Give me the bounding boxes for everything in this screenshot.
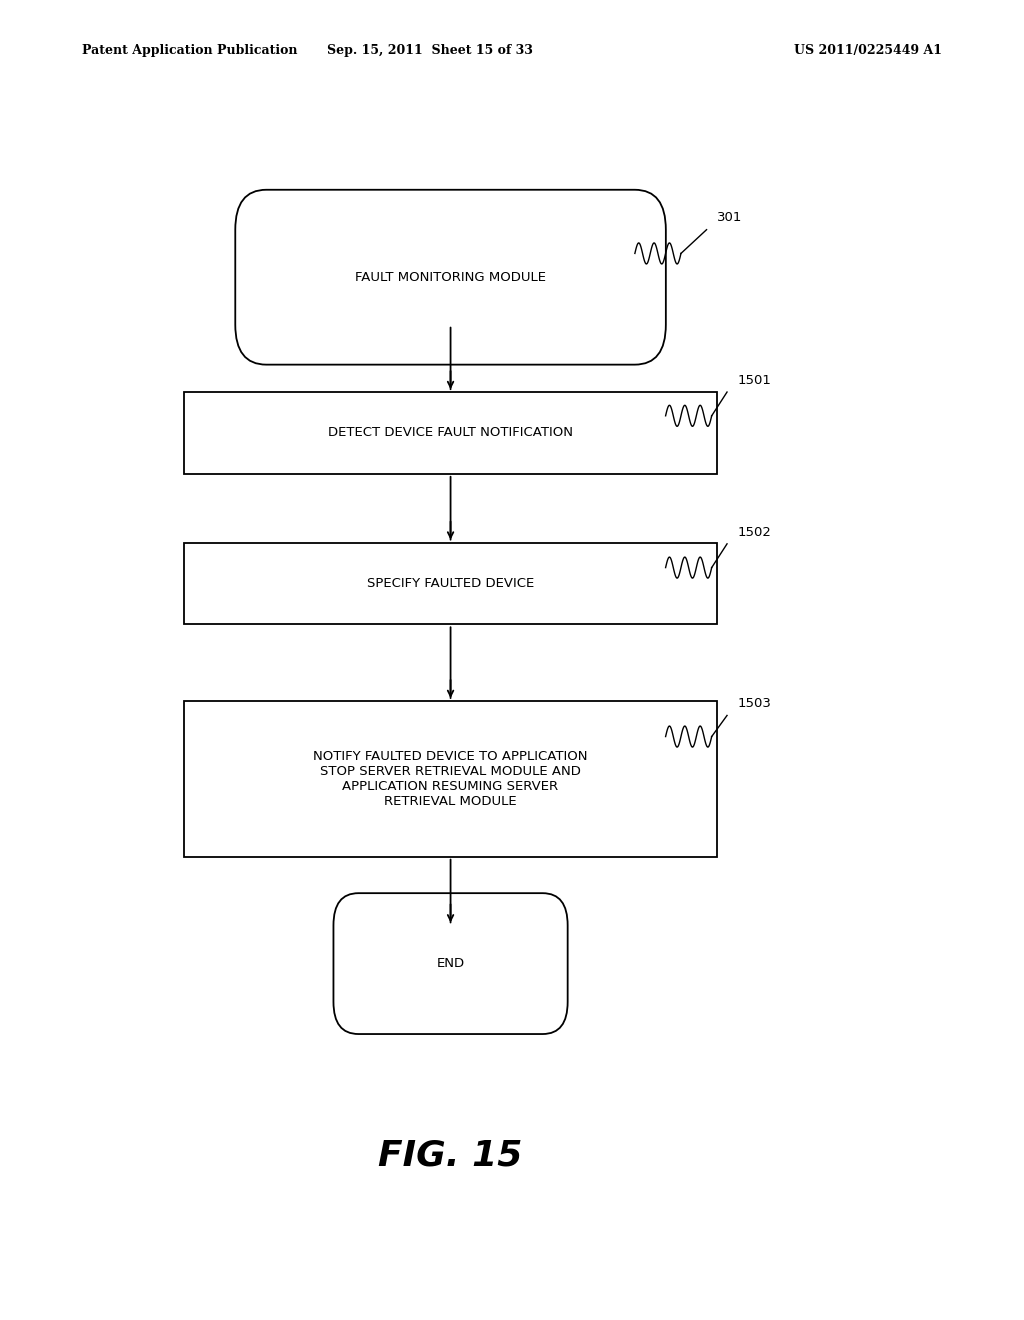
Text: NOTIFY FAULTED DEVICE TO APPLICATION
STOP SERVER RETRIEVAL MODULE AND
APPLICATIO: NOTIFY FAULTED DEVICE TO APPLICATION STO… bbox=[313, 750, 588, 808]
Text: DETECT DEVICE FAULT NOTIFICATION: DETECT DEVICE FAULT NOTIFICATION bbox=[328, 426, 573, 440]
FancyBboxPatch shape bbox=[184, 701, 717, 857]
FancyBboxPatch shape bbox=[184, 392, 717, 474]
Text: Sep. 15, 2011  Sheet 15 of 33: Sep. 15, 2011 Sheet 15 of 33 bbox=[327, 44, 534, 57]
Text: US 2011/0225449 A1: US 2011/0225449 A1 bbox=[794, 44, 942, 57]
Text: SPECIFY FAULTED DEVICE: SPECIFY FAULTED DEVICE bbox=[367, 577, 535, 590]
Text: END: END bbox=[436, 957, 465, 970]
Text: Patent Application Publication: Patent Application Publication bbox=[82, 44, 297, 57]
Text: FAULT MONITORING MODULE: FAULT MONITORING MODULE bbox=[355, 271, 546, 284]
FancyBboxPatch shape bbox=[334, 894, 567, 1034]
Text: 1503: 1503 bbox=[737, 697, 771, 710]
Text: 1501: 1501 bbox=[737, 374, 771, 387]
FancyBboxPatch shape bbox=[184, 543, 717, 624]
Text: FIG. 15: FIG. 15 bbox=[379, 1138, 522, 1172]
Text: 301: 301 bbox=[717, 211, 742, 224]
Text: 1502: 1502 bbox=[737, 525, 771, 539]
FancyBboxPatch shape bbox=[236, 190, 666, 364]
